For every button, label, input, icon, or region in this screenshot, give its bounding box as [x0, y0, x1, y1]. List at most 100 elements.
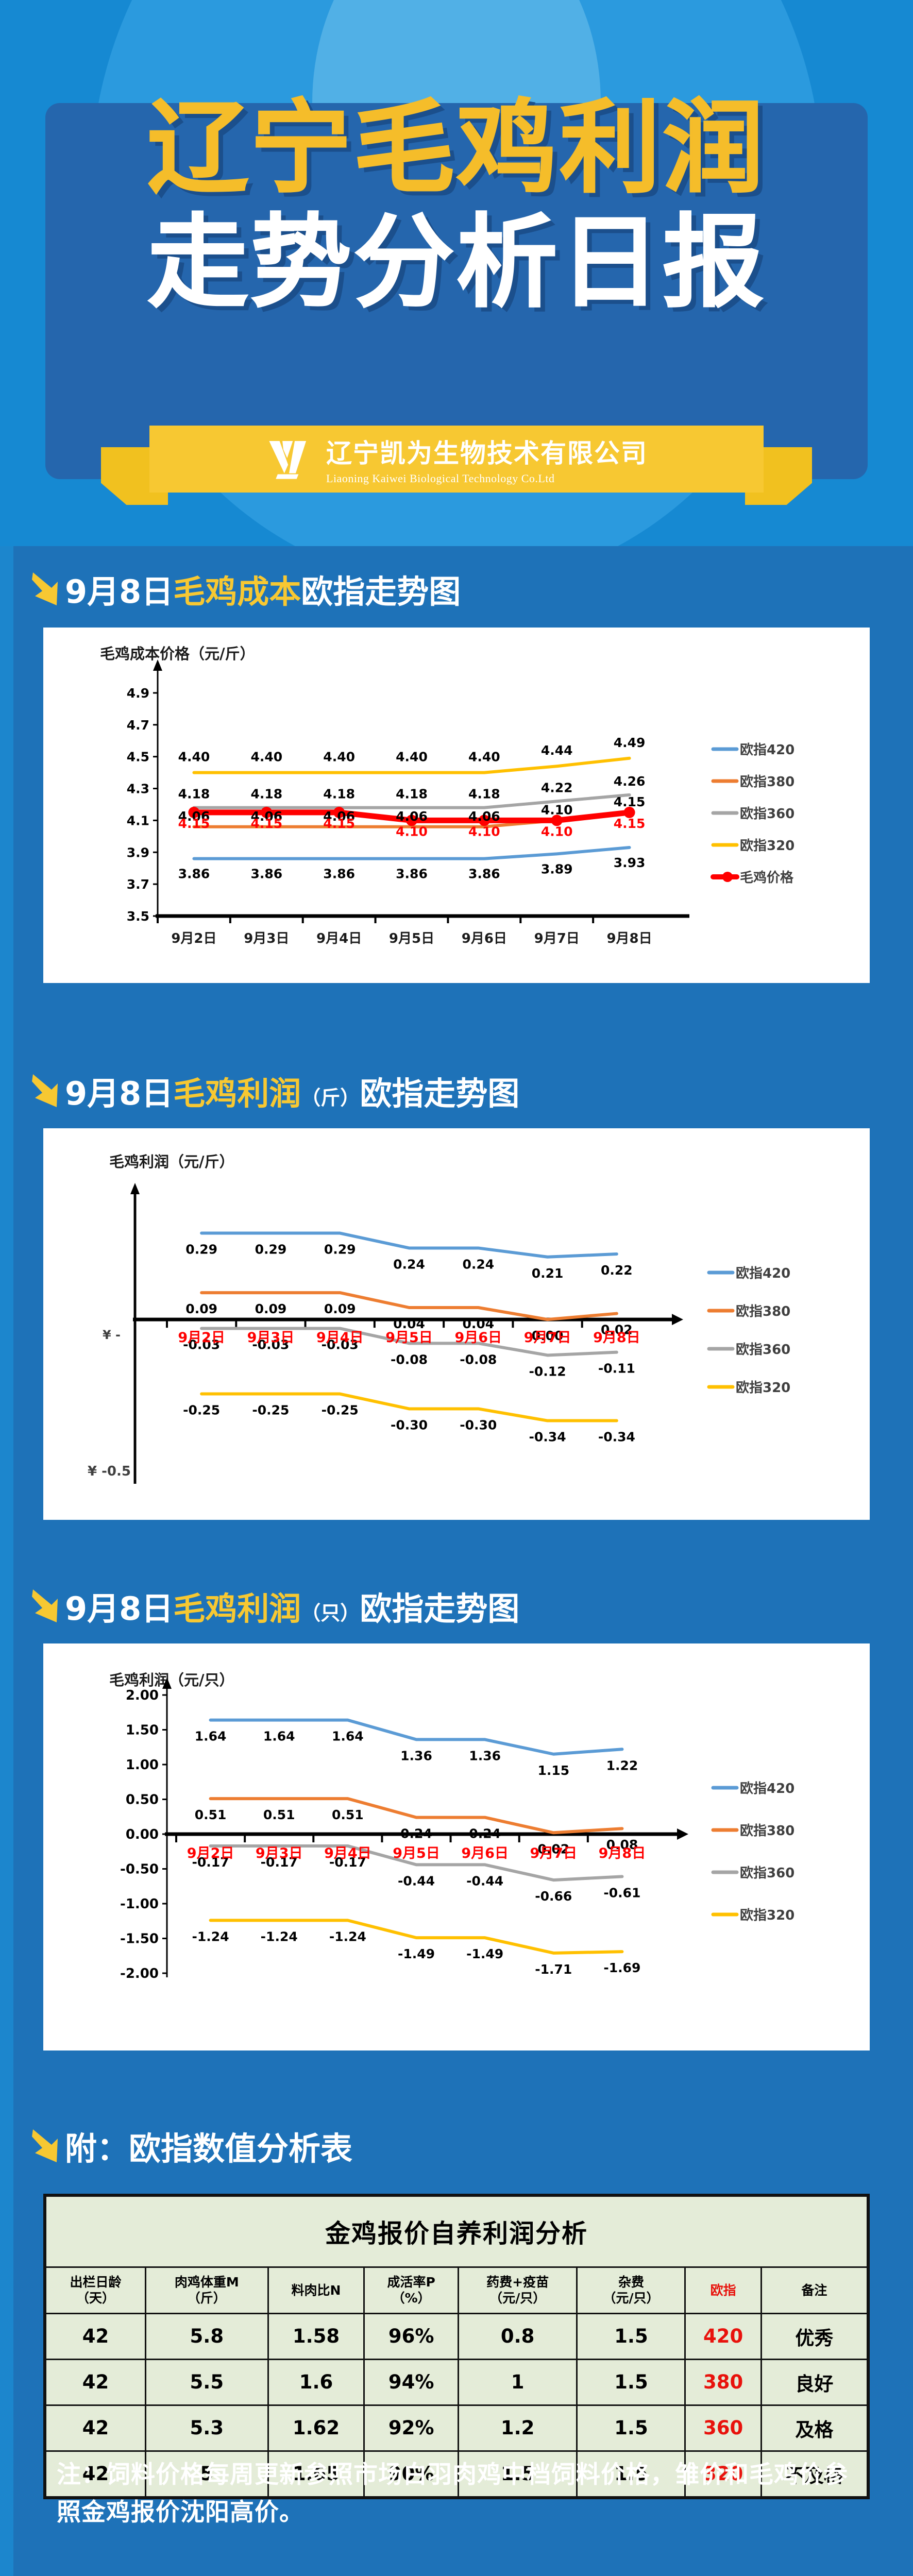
chart-data-label: 0.04 [462, 1316, 494, 1331]
chart-series-line [209, 1844, 624, 1882]
table-cell: 5.5 [145, 2358, 269, 2406]
chart-data-label: 4.06 [396, 809, 428, 824]
chart-data-label: -0.44 [398, 1873, 435, 1888]
table-cell: 1.2 [457, 2404, 578, 2452]
chart-data-label: 0.51 [195, 1807, 227, 1822]
x-axis-category-label: 9月3日 [247, 1330, 295, 1346]
table-cell: 96% [363, 2312, 459, 2360]
chart-data-label: 0.24 [469, 1826, 501, 1841]
y-axis-tick-label: 0.00 [126, 1827, 159, 1842]
chart-legend-label: 毛鸡价格 [740, 870, 794, 886]
chart-data-label: 4.18 [396, 787, 428, 802]
chart-data-label: 1.36 [469, 1748, 501, 1763]
chart-data-label: 4.10 [541, 824, 573, 839]
chart-legend-label: 欧指420 [736, 1265, 790, 1281]
analysis-table: 金鸡报价自养利润分析 出栏日龄 （天） 肉鸡体重M （斤） 料肉比N 成活率P （%） 药费+… [44, 2195, 869, 2498]
chart-data-label: -0.17 [192, 1855, 229, 1870]
chart-data-label: -0.25 [322, 1403, 359, 1418]
chart-legend-label: 欧指420 [740, 742, 794, 758]
chart-card-profit-jin: 毛鸡利润（元/斤） 0.29 0.29 0.29 0.24 0.24 0.21 0.22 0.… [43, 1128, 870, 1520]
section-heading-text-3: 9月8日毛鸡利润（只）欧指走势图 [65, 1583, 519, 1629]
x-axis-category-label: 9月2日 [187, 1845, 234, 1861]
chart-data-label: 0.24 [462, 1257, 494, 1272]
chart-data-label: 3.93 [614, 855, 646, 870]
table-header-cell: 药费+疫苗 （元/只） [457, 2266, 578, 2314]
chart-data-label: -1.24 [192, 1929, 229, 1944]
section-tail-1: 欧指走势图 [301, 573, 461, 611]
x-axis-category-label: 9月4日 [324, 1845, 371, 1861]
chart-data-label: 3.86 [396, 867, 428, 882]
section-tail-2: 欧指走势图 [360, 1075, 520, 1112]
table-header-row: 出栏日龄 （天） 肉鸡体重M （斤） 料肉比N 成活率P （%） 药费+疫苗 （元/只） 杂费 （元… [44, 2266, 869, 2314]
chart-series-line [200, 1231, 618, 1259]
chart-legend-label: 欧指380 [740, 1823, 794, 1839]
y-axis-tick-label: 3.5 [127, 909, 149, 924]
chart-data-label: 0.09 [324, 1301, 356, 1316]
analysis-table-wrap: 金鸡报价自养利润分析 出栏日龄 （天） 肉鸡体重M （斤） 料肉比N 成活率P （%） 药费+… [43, 2194, 870, 2499]
chart-data-label: -0.03 [322, 1337, 359, 1352]
table-title-row: 金鸡报价自养利润分析 [45, 2195, 868, 2268]
chart-data-marker [623, 806, 635, 818]
table-cell: 1 [457, 2358, 578, 2406]
chart-legend-label: 欧指380 [736, 1303, 790, 1319]
y-axis-tick-label: 4.9 [127, 686, 149, 701]
table-cell: 42 [44, 2358, 147, 2406]
y-axis-tick-label: 4.1 [127, 813, 149, 828]
table-row: 42 5.8 1.58 96% 0.8 1.5 420 优秀 [44, 2312, 869, 2360]
table-cell: 1.5 [576, 2404, 686, 2452]
chart-legend-label: 欧指360 [740, 1865, 794, 1881]
chart-data-label: -0.30 [460, 1417, 497, 1432]
chart-data-label: 4.40 [178, 750, 210, 765]
chart-data-label: 3.86 [250, 867, 282, 882]
chart-data-label: 4.06 [178, 809, 210, 824]
x-axis-category-label: 9月5日 [385, 1330, 433, 1346]
chart-legend-label: 欧指320 [740, 838, 794, 854]
x-axis-category-label: 9月2日 [178, 1330, 225, 1346]
hero-title-wrap: 辽宁毛鸡利润 走势分析日报 [0, 90, 913, 316]
x-axis-category-label: 9月7日 [534, 931, 580, 946]
chart-data-label: 4.15 [250, 816, 282, 831]
hero-title-line1: 辽宁毛鸡利润 [147, 90, 766, 207]
chart-data-label: 4.40 [250, 750, 282, 765]
hero-banner: 辽宁毛鸡利润 走势分析日报 辽宁凯为生物技术有限公司 Liaoning Kaiw… [0, 0, 913, 546]
table-row: 42 5 1.65 90% 1.5 1.5 320 不及格 [44, 2450, 869, 2498]
x-axis-category-label: 9月6日 [461, 1845, 509, 1861]
section-heading-text-1: 9月8日毛鸡成本欧指走势图 [65, 566, 461, 612]
table-row: 42 5.3 1.62 92% 1.2 1.5 360 及格 [44, 2404, 869, 2452]
ribbon-body: 辽宁凯为生物技术有限公司 Liaoning Kaiwei Biological … [149, 426, 764, 493]
chart-data-label: -1.24 [329, 1929, 366, 1944]
chart-card-profit-zhi: 毛鸡利润（元/只） -2.00 -1.50 -1.00 -0.50 0.00 0.50 1.… [43, 1643, 870, 2050]
chart-data-label: 1.64 [263, 1729, 295, 1744]
chart-data-marker [261, 806, 273, 818]
chart-data-label: 0.51 [332, 1807, 364, 1822]
chart-data-label: 3.86 [323, 867, 355, 882]
chart-data-label: 4.06 [250, 809, 282, 824]
y-axis-tick-label: 3.7 [127, 877, 149, 892]
chart-data-label: 1.15 [537, 1763, 569, 1778]
chart-data-label: 0.08 [606, 1837, 638, 1852]
x-axis-category-label: 9月5日 [393, 1845, 440, 1861]
chart-data-label: 4.10 [541, 802, 573, 817]
chart-data-label: -0.25 [183, 1403, 220, 1418]
chart-data-label: -0.61 [603, 1885, 640, 1900]
chart-data-label: 0.24 [393, 1257, 425, 1272]
y-axis-tick-label: 3.9 [127, 845, 149, 860]
chart-data-label: 1.22 [606, 1758, 638, 1773]
x-axis-category-label: 9月8日 [599, 1845, 646, 1861]
chart-data-label: -1.71 [535, 1962, 572, 1977]
chart-data-label: 4.10 [396, 824, 428, 839]
y-axis-tick-label: 4.5 [127, 750, 149, 765]
chart-data-label: -0.17 [329, 1855, 366, 1870]
chart-legend-label: 欧指320 [740, 1907, 794, 1923]
chart-data-label: -0.66 [535, 1889, 572, 1904]
chart-data-label: -0.34 [598, 1430, 635, 1445]
chart-data-label: -0.03 [183, 1337, 220, 1352]
x-axis-category-label: 9月2日 [171, 931, 216, 946]
hero-panel [45, 103, 868, 479]
chart-data-label: 4.15 [614, 816, 646, 831]
x-axis-category-label: 9月8日 [606, 931, 652, 946]
section-date-2: 9月8日 [65, 1075, 174, 1112]
x-axis-category-label: 9月4日 [316, 1330, 364, 1346]
table-header-cell: 成活率P （%） [363, 2266, 459, 2314]
section-highlight-2: 毛鸡利润 [173, 1075, 301, 1112]
